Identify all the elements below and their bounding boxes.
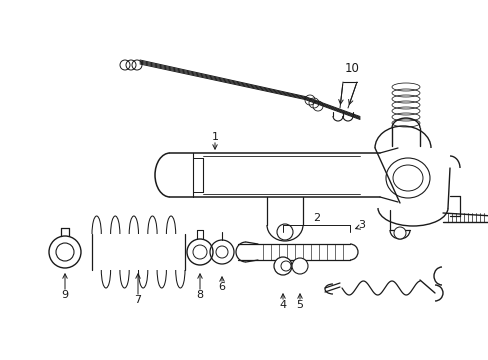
- Text: 8: 8: [196, 290, 203, 300]
- Text: 1: 1: [211, 132, 218, 142]
- Text: 9: 9: [61, 290, 68, 300]
- Text: 3: 3: [358, 220, 365, 230]
- Text: 5: 5: [296, 300, 303, 310]
- Circle shape: [393, 227, 405, 239]
- Circle shape: [281, 261, 290, 271]
- Text: 4: 4: [279, 300, 286, 310]
- Circle shape: [291, 258, 307, 274]
- Text: 10: 10: [344, 62, 359, 75]
- Text: 7: 7: [134, 295, 141, 305]
- Text: 6: 6: [218, 282, 225, 292]
- Circle shape: [276, 224, 292, 240]
- Text: 2: 2: [313, 213, 320, 223]
- Circle shape: [273, 257, 291, 275]
